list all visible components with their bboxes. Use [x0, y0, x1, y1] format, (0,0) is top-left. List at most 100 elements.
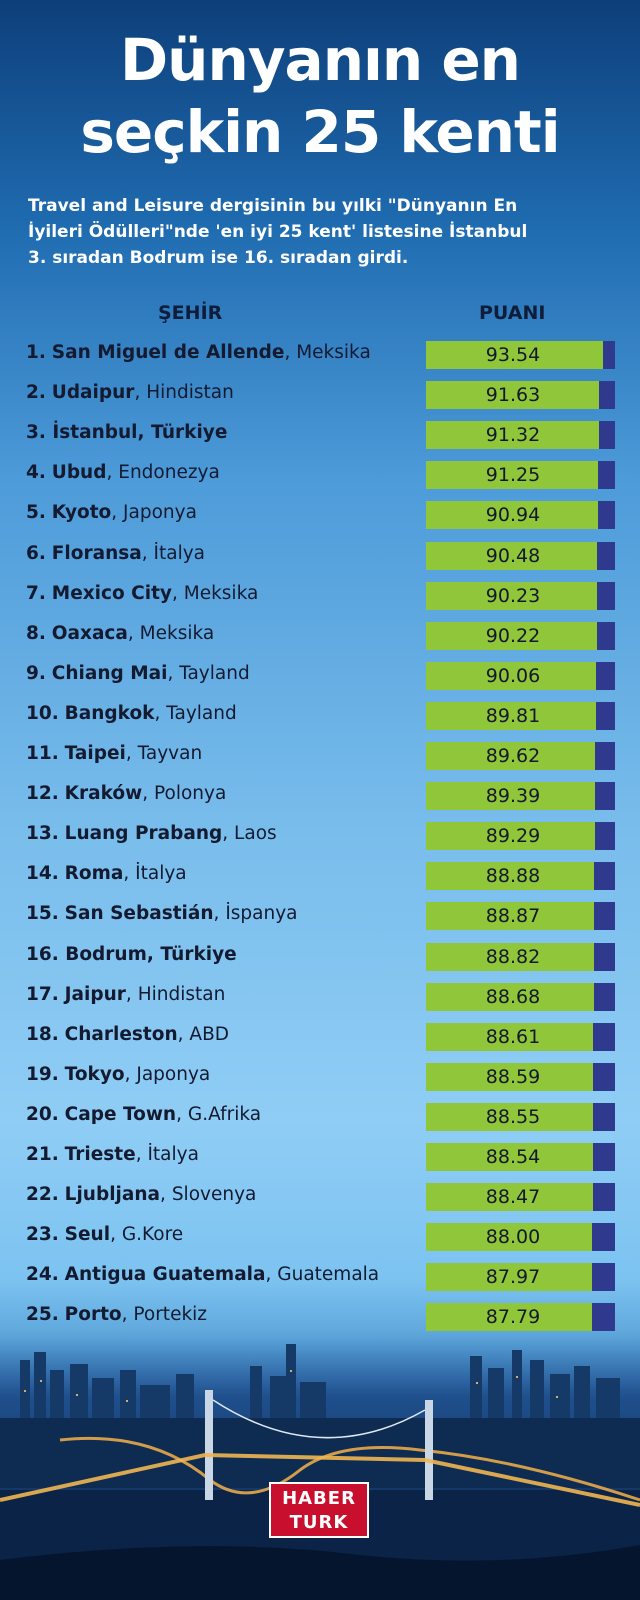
score-bar — [426, 1183, 594, 1212]
score-bar-track: 88.82 — [426, 942, 615, 971]
city-label: 3. İstanbul, Türkiye — [26, 419, 227, 449]
chart-row: 6. Floransa, İtalya 90.48 — [0, 540, 640, 570]
city-name: Oaxaca — [51, 622, 128, 644]
chart-row: 19. Tokyo, Japonya 88.59 — [0, 1061, 640, 1091]
rank-number: 23. — [26, 1224, 59, 1246]
rank-number: 10. — [26, 702, 59, 724]
score-label: 90.06 — [485, 664, 541, 687]
logo-line-1: HABER — [282, 1488, 356, 1509]
score-label: 91.32 — [485, 424, 541, 447]
city-name: Bodrum — [65, 943, 147, 965]
separator: , — [124, 1063, 137, 1085]
country-name: Meksika — [183, 582, 259, 604]
score-bar-track: 93.54 — [426, 341, 615, 369]
score-bar — [426, 742, 596, 770]
score-label: 88.87 — [485, 905, 541, 928]
city-name: Udaipur — [51, 382, 135, 404]
chart-row: 9. Chiang Mai, Tayland 90.06 — [0, 660, 640, 690]
score-bar — [426, 421, 599, 450]
chart-row: 4. Ubud, Endonezya 91.25 — [0, 459, 640, 490]
haberturk-logo: HABER TURK — [269, 1482, 369, 1538]
score-bar-track: 90.48 — [426, 541, 615, 570]
separator: , — [134, 382, 147, 404]
score-label: 89.81 — [485, 704, 541, 727]
city-skyline-image — [0, 1330, 640, 1600]
score-label: 89.39 — [485, 785, 541, 808]
score-bar-track: 87.97 — [426, 1263, 615, 1292]
score-bar — [426, 942, 594, 971]
separator: , — [106, 462, 119, 484]
city-label: 21. Trieste, İtalya — [26, 1141, 199, 1171]
city-label: 6. Floransa, İtalya — [26, 540, 205, 570]
chart-row: 16. Bodrum, Türkiye 88.82 — [0, 941, 640, 971]
city-label: 25. Porto, Portekiz — [26, 1301, 207, 1331]
city-label: 24. Antigua Guatemala, Guatemala — [26, 1261, 379, 1291]
chart-row: 10. Bangkok, Tayland 89.81 — [0, 700, 640, 730]
country-name: Portekiz — [133, 1304, 208, 1326]
separator: , — [110, 1224, 122, 1246]
country-name: ABD — [189, 1023, 230, 1045]
city-name: Jaipur — [64, 983, 126, 1005]
score-bar — [426, 822, 595, 851]
score-bar-track: 88.00 — [426, 1223, 615, 1252]
city-name: Luang Prabang — [64, 823, 223, 845]
separator: , — [137, 422, 151, 444]
score-bar-track: 88.59 — [426, 1062, 615, 1091]
score-label: 90.94 — [485, 504, 541, 527]
separator: , — [167, 662, 180, 684]
score-column-header: PUANI — [479, 302, 546, 324]
city-name: Trieste — [64, 1144, 136, 1165]
score-bar — [426, 661, 597, 690]
rank-number: 19. — [26, 1063, 59, 1085]
score-bar-track: 89.62 — [426, 742, 615, 770]
country-name: Türkiye — [160, 943, 237, 965]
score-bar — [426, 1062, 594, 1091]
country-name: İtalya — [153, 542, 206, 564]
city-name: Tokyo — [64, 1063, 125, 1085]
score-bar — [426, 1143, 594, 1171]
score-label: 90.22 — [485, 624, 541, 647]
rank-number: 24. — [26, 1264, 59, 1286]
chart-row: 8. Oaxaca, Meksika 90.22 — [0, 620, 640, 650]
city-label: 20. Cape Town, G.Afrika — [26, 1101, 261, 1131]
city-name: Floransa — [51, 542, 142, 564]
separator: , — [141, 542, 154, 564]
country-name: Slovenya — [171, 1184, 257, 1206]
city-name: Kraków — [64, 783, 143, 805]
score-bar — [426, 501, 598, 530]
score-bar — [426, 1303, 592, 1332]
chart-row: 7. Mexico City, Meksika 90.23 — [0, 580, 640, 610]
rank-number: 2. — [26, 382, 46, 404]
score-bar — [426, 1223, 593, 1252]
score-bar-track: 90.94 — [426, 501, 615, 530]
country-name: Japonya — [123, 502, 197, 524]
city-label: 23. Seul, G.Kore — [26, 1221, 183, 1251]
country-name: İtalya — [147, 1144, 199, 1165]
score-label: 88.88 — [485, 865, 541, 888]
score-bar-track: 88.54 — [426, 1143, 615, 1171]
score-label: 91.25 — [485, 464, 541, 487]
city-label: 15. San Sebastián, İspanya — [26, 900, 298, 930]
score-label: 88.55 — [485, 1105, 541, 1128]
score-bar — [426, 341, 603, 369]
city-label: 16. Bodrum, Türkiye — [26, 941, 237, 971]
city-label: 14. Roma, İtalya — [26, 860, 187, 890]
separator: , — [146, 943, 161, 965]
city-label: 17. Jaipur, Hindistan — [26, 981, 225, 1011]
rank-number: 22. — [26, 1184, 59, 1206]
separator: , — [154, 702, 167, 724]
separator: , — [111, 502, 124, 524]
city-label: 10. Bangkok, Tayland — [26, 700, 237, 730]
score-bar-track: 89.39 — [426, 782, 615, 811]
chart-row: 22. Ljubljana, Slovenya 88.47 — [0, 1181, 640, 1212]
score-label: 88.59 — [485, 1065, 541, 1088]
city-name: Porto — [64, 1304, 122, 1326]
chart-row: 1. San Miguel de Allende, Meksika 93.54 — [0, 339, 640, 369]
rank-number: 9. — [26, 662, 46, 684]
country-name: Tayland — [166, 702, 237, 724]
separator: , — [265, 1264, 278, 1286]
score-bar-track: 88.88 — [426, 862, 615, 891]
score-label: 87.97 — [485, 1266, 541, 1289]
score-bar — [426, 461, 599, 490]
country-name: Polonya — [154, 783, 227, 805]
